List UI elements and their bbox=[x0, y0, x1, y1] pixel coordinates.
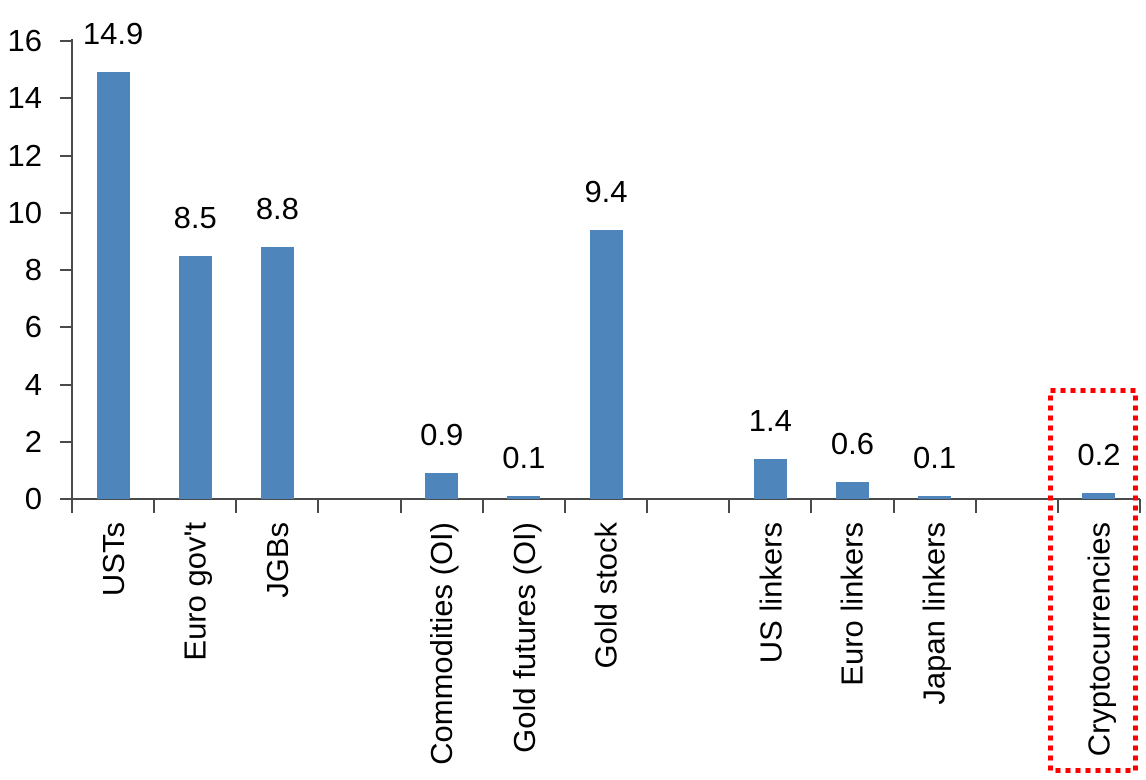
x-axis-tick bbox=[974, 499, 977, 513]
category-label: Gold futures (OI) bbox=[506, 522, 542, 753]
y-axis-tick bbox=[60, 383, 72, 386]
bar bbox=[753, 458, 787, 499]
y-tick-label: 2 bbox=[24, 423, 42, 459]
bar-value-label: 14.9 bbox=[82, 16, 144, 52]
y-axis-tick bbox=[60, 440, 72, 443]
y-tick-label: 10 bbox=[7, 194, 42, 230]
x-axis-tick bbox=[728, 499, 731, 513]
x-axis-tick bbox=[1056, 499, 1059, 513]
y-tick-label: 14 bbox=[7, 80, 42, 116]
category-label: USTs bbox=[95, 522, 131, 597]
bar-value-label: 8.5 bbox=[173, 199, 217, 235]
y-tick-label: 8 bbox=[24, 252, 42, 287]
x-axis-tick bbox=[563, 499, 566, 513]
y-tick-label: 4 bbox=[24, 366, 42, 402]
bar bbox=[589, 229, 623, 499]
category-label: JGBs bbox=[259, 522, 295, 598]
bar-value-label: 1.4 bbox=[748, 402, 792, 438]
bar-value-label: 0.1 bbox=[913, 440, 957, 476]
y-axis-tick bbox=[60, 154, 72, 157]
x-axis-tick bbox=[399, 499, 402, 513]
y-axis-tick bbox=[60, 40, 72, 42]
category-label: Commodities (OI) bbox=[424, 522, 460, 765]
y-axis-tick bbox=[60, 326, 72, 329]
x-axis-tick bbox=[892, 499, 895, 513]
y-tick-label: 12 bbox=[7, 137, 42, 173]
bar-value-label: 9.4 bbox=[584, 173, 628, 209]
bar bbox=[425, 473, 459, 499]
x-axis-line bbox=[60, 498, 1140, 500]
y-tick-label: 0 bbox=[24, 481, 42, 516]
bar bbox=[260, 247, 294, 499]
bar-value-label: 0.1 bbox=[502, 440, 546, 476]
category-label: Euro linkers bbox=[834, 522, 870, 686]
bar-value-label: 0.2 bbox=[1077, 437, 1121, 473]
x-axis-tick bbox=[235, 499, 238, 513]
bar bbox=[918, 496, 952, 499]
bar-value-label: 8.8 bbox=[255, 191, 299, 227]
category-label: Euro gov't bbox=[177, 522, 213, 661]
x-axis-tick bbox=[317, 499, 320, 513]
x-axis-tick bbox=[1139, 499, 1141, 513]
bar bbox=[835, 481, 869, 499]
category-label: US linkers bbox=[752, 522, 788, 664]
y-tick-label: 6 bbox=[24, 309, 42, 345]
bar bbox=[1082, 493, 1116, 499]
bar bbox=[96, 72, 130, 499]
x-axis-tick bbox=[481, 499, 484, 513]
category-label: Japan linkers bbox=[917, 522, 953, 705]
y-axis-tick bbox=[60, 211, 72, 214]
y-tick-label: 16 bbox=[7, 23, 42, 58]
y-axis-line bbox=[71, 39, 73, 500]
x-axis-tick bbox=[646, 499, 649, 513]
x-axis-tick bbox=[153, 499, 156, 513]
category-label: Cryptocurrencies bbox=[1081, 522, 1117, 757]
bar bbox=[178, 255, 212, 499]
bar-value-label: 0.9 bbox=[420, 417, 464, 453]
x-axis-tick bbox=[810, 499, 813, 513]
bar bbox=[507, 496, 541, 499]
y-axis-tick bbox=[60, 269, 72, 271]
category-label: Gold stock bbox=[588, 522, 624, 669]
y-axis-tick bbox=[60, 498, 72, 500]
bar-value-label: 0.6 bbox=[830, 425, 874, 461]
x-axis-tick bbox=[71, 499, 73, 513]
y-axis-tick bbox=[60, 97, 72, 100]
